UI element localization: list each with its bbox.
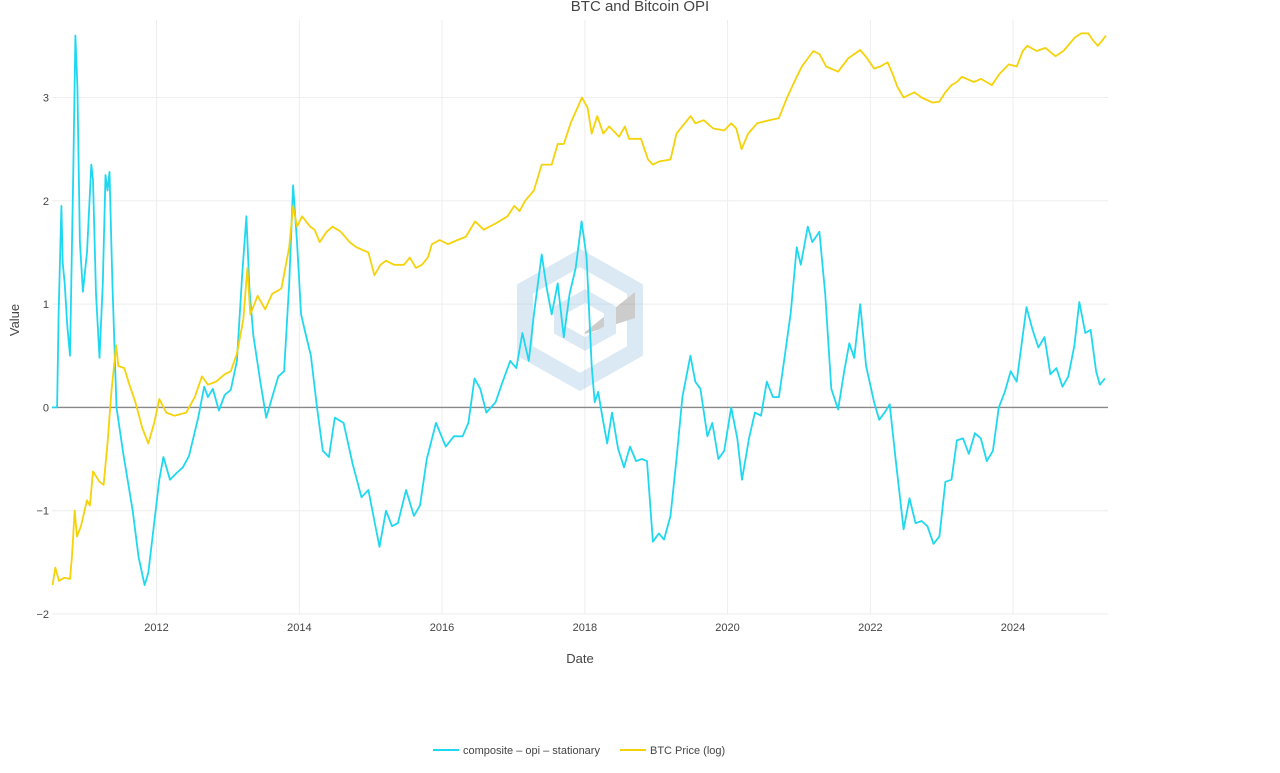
watermark-hex-outer [517, 248, 643, 392]
legend-item[interactable]: composite – opi – stationary [433, 745, 600, 757]
series-line-opi [52, 34, 1106, 586]
watermark-logo [517, 248, 643, 392]
x-tick-label: 2020 [715, 622, 739, 634]
x-tick-label: 2018 [573, 622, 597, 634]
legend-label: BTC Price (log) [650, 745, 725, 757]
y-tick-label: −1 [36, 506, 49, 518]
series-line-btc-price [51, 32, 1107, 586]
legend-item[interactable]: BTC Price (log) [620, 745, 725, 757]
watermark-hex-accent [585, 292, 635, 334]
x-tick-label: 2014 [287, 622, 311, 634]
x-axis-title: Date [566, 651, 593, 666]
y-tick-label: 0 [43, 402, 49, 414]
watermark-hex-inner [554, 289, 616, 351]
y-tick-label: 3 [43, 92, 49, 104]
y-tick-label: −2 [36, 609, 49, 621]
series-layer [51, 32, 1107, 586]
x-tick-label: 2022 [858, 622, 882, 634]
chart-title: BTC and Bitcoin OPI [571, 0, 709, 15]
legend-label: composite – opi – stationary [463, 745, 600, 757]
x-tick-label: 2016 [430, 622, 454, 634]
y-axis-title: Value [7, 304, 22, 336]
legend: composite – opi – stationary BTC Price (l… [433, 745, 725, 757]
x-tick-label: 2012 [144, 622, 168, 634]
y-tick-label: 1 [43, 299, 49, 311]
x-tick-label: 2024 [1001, 622, 1025, 634]
grid-layer [52, 20, 1108, 615]
tick-layer: 2012 2014 2016 2018 2020 2022 2024 −2 −1 0 1 2 3 [36, 92, 1025, 634]
y-tick-label: 2 [43, 196, 49, 208]
